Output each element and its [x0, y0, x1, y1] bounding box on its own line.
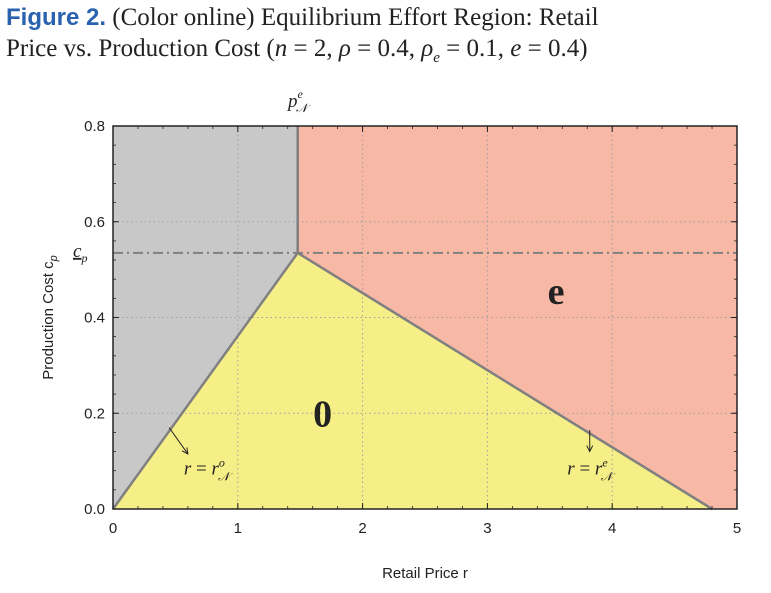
hline-label-cp: cp: [73, 241, 87, 265]
x-tick-label: 0: [109, 520, 117, 537]
region-label-e: e: [548, 271, 565, 313]
caption-line2: Price vs. Production Cost (: [6, 35, 275, 62]
caption-close: ): [579, 35, 588, 62]
y-tick-label: 0.0: [84, 501, 105, 518]
x-tick-label: 1: [234, 520, 242, 537]
boundary-line-1: [297, 251, 713, 511]
y-axis-title: Production Cost cp: [40, 255, 60, 380]
y-tick-label: 0.4: [84, 310, 105, 327]
y-tick-label: 0.8: [84, 118, 105, 135]
x-tick-label: 5: [733, 520, 741, 537]
param-rho: ρ: [338, 35, 351, 62]
param-e: e: [510, 35, 522, 62]
caption-line1: (Color online) Equilibrium Effort Region…: [112, 4, 599, 31]
param-n: n: [274, 35, 288, 62]
x-axis-title: Retail Price r: [382, 565, 468, 582]
boundary-line-0: [111, 252, 299, 510]
x-tick-label: 4: [608, 520, 616, 537]
figure-label: Figure 2.: [6, 4, 107, 31]
annotation-arrow-0: [168, 427, 188, 454]
region-0-0: [113, 252, 713, 509]
region-label-0: 0: [313, 393, 332, 435]
param-rho-e: ρe: [421, 35, 440, 66]
annotation-label-0: r = ro 𝒩: [184, 455, 233, 483]
y-tick-label: 0.2: [84, 405, 105, 422]
top-label-pN: pe 𝒩: [286, 87, 311, 115]
annotation-label-1: r = re 𝒩: [567, 455, 615, 483]
param-rho-value: 0.4: [377, 35, 409, 62]
x-tick-label: 3: [483, 520, 491, 537]
param-rho-e-value: 0.1: [466, 35, 498, 62]
param-n-value: 2: [313, 35, 327, 62]
param-e-value: 0.4: [547, 35, 580, 62]
figure-caption: Figure 2. (Color online) Equilibrium Eff…: [6, 4, 599, 66]
y-tick-label: 0.6: [84, 214, 105, 231]
x-tick-label: 2: [358, 520, 366, 537]
